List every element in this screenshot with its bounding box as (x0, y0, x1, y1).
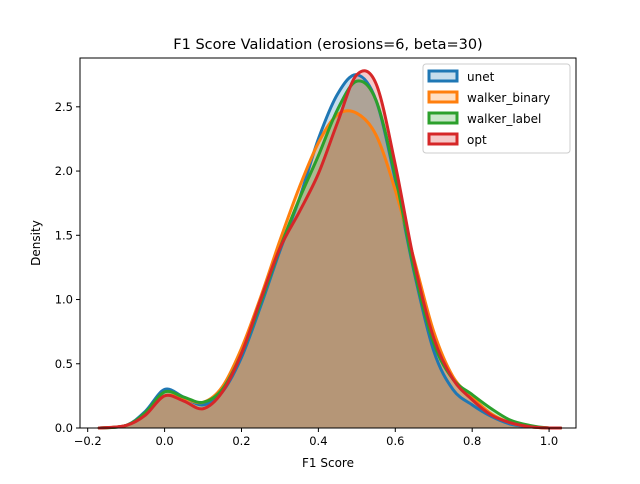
axes-frame (79, 57, 577, 429)
series-area-walker-label (99, 80, 561, 428)
legend-swatch-opt (427, 132, 459, 146)
x-tick-label: 0.0 (155, 434, 173, 448)
chart-title: F1 Score Validation (erosions=6, beta=30… (173, 37, 482, 53)
legend-label-walker-binary: walker_binary (467, 91, 550, 105)
legend-label-opt: opt (467, 133, 487, 147)
y-tick-label: 0.5 (55, 357, 73, 371)
x-tick-label: −0.2 (74, 434, 102, 448)
legend-swatch-walker-label (427, 111, 459, 125)
legend-swatch-unet (427, 69, 459, 83)
y-tick-label: 2.0 (55, 164, 73, 178)
series-line-opt (97, 69, 563, 430)
series-area-unet (99, 74, 561, 428)
plot-area (97, 69, 563, 430)
x-tick-label: 0.2 (232, 434, 250, 448)
y-tick-label: 2.5 (55, 100, 73, 114)
x-axis-label: F1 Score (302, 456, 354, 470)
legend-label-unet: unet (467, 70, 495, 84)
x-tick-label: 0.6 (386, 434, 404, 448)
legend-label-walker-label: walker_label (467, 112, 541, 126)
x-tick-label: 1.0 (540, 434, 558, 448)
y-axis: 0.0 0.5 1.0 1.5 2.0 2.5 (55, 100, 80, 435)
y-tick-label: 1.0 (55, 293, 73, 307)
x-tick-label: 0.4 (309, 434, 327, 448)
series-area-walker-binary (99, 110, 561, 428)
y-axis-label: Density (29, 220, 43, 266)
series-area-opt (99, 70, 561, 429)
legend-swatch-walker-binary (427, 90, 459, 104)
x-tick-label: 0.8 (463, 434, 481, 448)
series-line-walker-label (97, 79, 563, 430)
legend-box (422, 63, 571, 154)
y-tick-label: 0.0 (55, 421, 73, 435)
x-axis: −0.2 0.0 0.2 0.4 0.6 0.8 1.0 (74, 428, 558, 448)
y-tick-label: 1.5 (55, 228, 73, 242)
